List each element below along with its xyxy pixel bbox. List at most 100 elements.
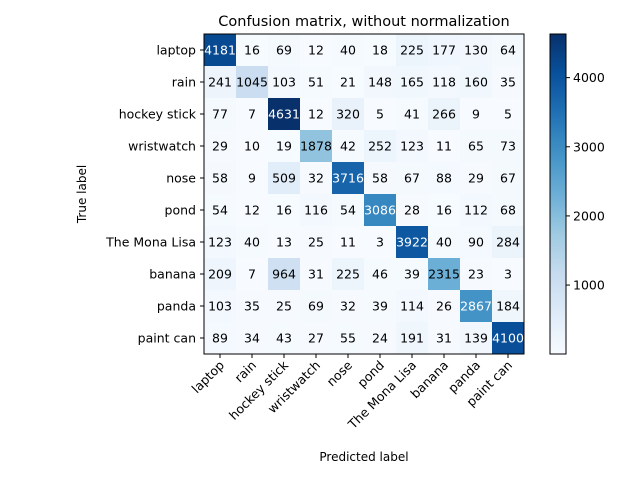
cell-value-label: 12	[244, 203, 260, 218]
y-tick-label: panda	[157, 299, 196, 314]
heatmap-cell	[492, 194, 525, 227]
heatmap-cell	[332, 290, 365, 323]
cell-value-label: 3716	[332, 171, 364, 186]
cell-value-label: 65	[468, 139, 484, 154]
heatmap-cell	[428, 290, 461, 323]
heatmap-cell	[460, 226, 493, 259]
cell-value-label: 18	[372, 43, 388, 58]
cell-value-label: 42	[340, 139, 356, 154]
heatmap-cell	[300, 226, 333, 259]
y-tick-label: banana	[149, 267, 196, 282]
cell-value-label: 51	[308, 75, 324, 90]
cell-value-label: 55	[340, 331, 356, 346]
heatmap-cell	[332, 130, 365, 163]
heatmap-cell	[428, 162, 461, 195]
heatmap-cell	[204, 322, 237, 355]
heatmap-cell	[364, 226, 397, 259]
heatmap-cell	[364, 66, 397, 99]
cell-value-label: 4181	[204, 43, 236, 58]
cell-value-label: 29	[212, 139, 228, 154]
heatmap-cell	[332, 162, 365, 195]
cell-value-label: 54	[212, 203, 228, 218]
cell-value-label: 3086	[364, 203, 396, 218]
cell-value-label: 139	[464, 331, 488, 346]
cell-value-label: 3	[376, 235, 384, 250]
heatmap-cell	[460, 66, 493, 99]
x-tick-label: laptop	[189, 357, 228, 396]
cell-value-label: 40	[244, 235, 260, 250]
cell-value-label: 25	[308, 235, 324, 250]
x-tick-label: rain	[231, 358, 259, 386]
cell-value-label: 39	[372, 299, 388, 314]
heatmap-cell	[492, 162, 525, 195]
heatmap-cell	[332, 34, 365, 67]
cell-value-label: 148	[368, 75, 392, 90]
cell-value-label: 4631	[268, 107, 300, 122]
cell-value-label: 964	[272, 267, 296, 282]
cell-value-label: 3922	[396, 235, 428, 250]
heatmap-cell	[268, 194, 301, 227]
heatmap-cell	[204, 130, 237, 163]
heatmap-cell	[300, 322, 333, 355]
heatmap-cell	[204, 162, 237, 195]
cell-value-label: 284	[496, 235, 520, 250]
colorbar-tick-label: 1000	[573, 278, 605, 293]
heatmap-cell	[332, 98, 365, 131]
heatmap-cell	[204, 290, 237, 323]
heatmap-cell	[364, 290, 397, 323]
cell-value-label: 11	[436, 139, 452, 154]
heatmap-cell	[236, 226, 269, 259]
cell-value-label: 2315	[428, 267, 460, 282]
cell-value-label: 12	[308, 107, 324, 122]
heatmap-cell	[428, 226, 461, 259]
heatmap-cell	[300, 130, 333, 163]
cell-value-label: 46	[372, 267, 388, 282]
heatmap-cell	[300, 34, 333, 67]
cell-value-label: 225	[336, 267, 360, 282]
y-tick-label: hockey stick	[119, 107, 197, 122]
cell-value-label: 41	[404, 107, 420, 122]
cell-value-label: 32	[340, 299, 356, 314]
heatmap-cell	[428, 322, 461, 355]
heatmap-cell	[492, 98, 525, 131]
cell-value-label: 39	[404, 267, 420, 282]
heatmap-cell	[396, 194, 429, 227]
heatmap-cell	[236, 322, 269, 355]
cell-value-label: 177	[432, 43, 456, 58]
heatmap-cell	[460, 162, 493, 195]
y-tick-label: pond	[165, 203, 196, 218]
heatmap-cell	[204, 258, 237, 291]
x-axis-label: Predicted label	[319, 450, 408, 464]
heatmap-cell	[236, 290, 269, 323]
heatmap-cell	[268, 34, 301, 67]
heatmap-cell	[236, 98, 269, 131]
heatmap-cell	[236, 34, 269, 67]
cell-value-label: 252	[368, 139, 392, 154]
heatmap-cell	[236, 258, 269, 291]
heatmap-cell	[300, 194, 333, 227]
cell-value-label: 26	[436, 299, 452, 314]
heatmap-cell	[460, 322, 493, 355]
heatmap-cell	[396, 66, 429, 99]
heatmap-cell	[204, 34, 237, 67]
heatmap-cells	[204, 34, 525, 355]
heatmap-cell	[460, 290, 493, 323]
cell-value-label: 58	[212, 171, 228, 186]
colorbar-tick-label: 3000	[573, 139, 605, 154]
heatmap-cell	[332, 226, 365, 259]
cell-value-label: 25	[276, 299, 292, 314]
heatmap-cell	[300, 290, 333, 323]
heatmap-cell	[428, 258, 461, 291]
heatmap-cell	[268, 130, 301, 163]
cell-value-label: 2867	[460, 299, 492, 314]
cell-value-label: 225	[400, 43, 424, 58]
colorbar-ticks: 1000 2000 3000 4000	[566, 70, 605, 293]
heatmap-cell	[364, 130, 397, 163]
heatmap-cell	[332, 66, 365, 99]
y-tick-label: wristwatch	[128, 139, 196, 154]
cell-value-label: 123	[208, 235, 232, 250]
heatmap-cell	[428, 34, 461, 67]
cell-value-label: 23	[468, 267, 484, 282]
